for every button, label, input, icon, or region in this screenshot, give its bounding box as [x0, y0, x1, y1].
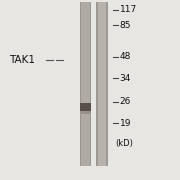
- Bar: [80, 103, 91, 111]
- Bar: [106, 2, 107, 166]
- Bar: [80, 2, 81, 166]
- Bar: [81, 111, 91, 114]
- Text: TAK1: TAK1: [9, 55, 35, 65]
- Text: 117: 117: [120, 5, 137, 14]
- Bar: [80, 2, 91, 166]
- Text: 48: 48: [120, 52, 131, 61]
- Bar: [90, 2, 91, 166]
- Bar: [96, 2, 98, 166]
- Text: 34: 34: [120, 74, 131, 83]
- Bar: [96, 2, 107, 166]
- Text: 19: 19: [120, 119, 131, 128]
- Text: 85: 85: [120, 21, 131, 30]
- Text: (kD): (kD): [115, 139, 133, 148]
- Text: 26: 26: [120, 97, 131, 106]
